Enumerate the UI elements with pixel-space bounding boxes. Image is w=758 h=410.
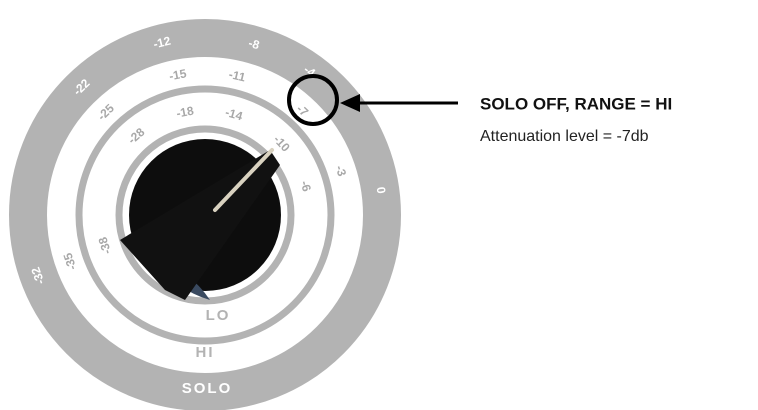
hi-tick-label: -25 [95, 101, 117, 123]
lo-tick-label: -10 [271, 132, 293, 154]
lo-tick-label: -18 [175, 104, 195, 121]
lo-tick-label: -6 [298, 179, 314, 193]
lo-tick-label: -28 [125, 125, 148, 147]
hi-tick-label: -15 [168, 66, 188, 83]
lo-tick-label: -38 [95, 235, 114, 256]
hi-label: HI [196, 344, 215, 361]
page: SOLO HI LO -32-22-12-8-40-35-25-15-11-7-… [0, 0, 758, 410]
callout-detail: Attenuation level = -7db [480, 128, 649, 145]
lo-tick-label: -14 [224, 105, 245, 123]
hi-tick-label: -35 [60, 251, 79, 272]
callout-title: SOLO OFF, RANGE = HI [480, 94, 672, 113]
solo-label: SOLO [182, 380, 233, 397]
hi-tick-label: -11 [227, 67, 247, 84]
hi-tick-label: -3 [333, 164, 350, 179]
knob-diagram: SOLO HI LO -32-22-12-8-40-35-25-15-11-7-… [0, 0, 758, 410]
lo-label: LO [206, 307, 231, 324]
